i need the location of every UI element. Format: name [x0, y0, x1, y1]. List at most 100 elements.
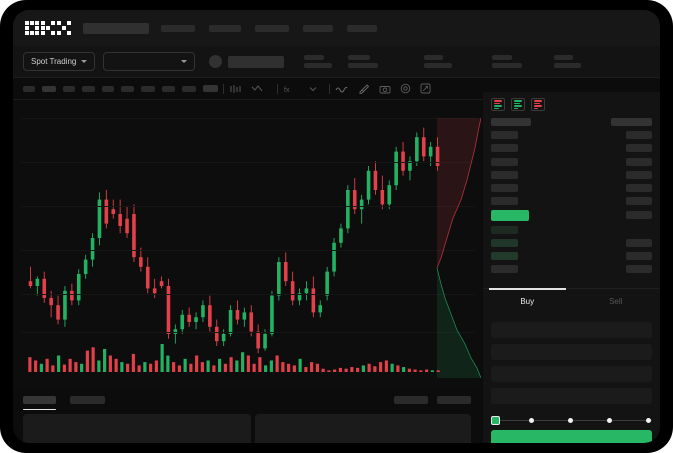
active-tab-underline	[23, 408, 56, 410]
order-field-2[interactable]	[491, 366, 652, 382]
orderbook-size-cell	[626, 238, 652, 247]
bottom-tab-label	[23, 396, 56, 404]
ticker-stat-label	[304, 55, 325, 60]
timeframe-button-0[interactable]	[23, 85, 35, 92]
slider-step-dot[interactable]	[646, 417, 651, 423]
slider-step-dot[interactable]	[607, 417, 612, 423]
orderbook-price-cell	[491, 157, 518, 166]
order-form-fields	[483, 316, 660, 410]
svg-text:fx: fx	[284, 87, 290, 94]
orderbook-size-cell	[626, 197, 652, 206]
nav-item-1[interactable]	[209, 24, 241, 32]
bottom-tab-0[interactable]	[23, 396, 56, 410]
chevron-down-icon	[181, 60, 188, 63]
slider-step-dot[interactable]	[529, 417, 534, 423]
orderbook-rows	[483, 115, 660, 274]
okx-logo-icon[interactable]	[25, 21, 71, 35]
orderbook-price-cell	[491, 131, 518, 140]
fullscreen-icon[interactable]	[420, 83, 431, 94]
order-field-1[interactable]	[491, 344, 652, 360]
order-field-3[interactable]	[491, 388, 652, 404]
ticker-stat-value	[492, 63, 523, 68]
active-tab-underline	[489, 288, 566, 290]
tab-buy[interactable]: Buy	[483, 288, 572, 314]
toolbar-divider	[277, 83, 278, 94]
submit-order-button[interactable]	[491, 430, 652, 443]
timeframe-button-5[interactable]	[121, 85, 134, 92]
bottom-tab-label	[70, 396, 105, 404]
indicators-icon[interactable]: fx	[283, 84, 296, 94]
timeframe-button-3[interactable]	[82, 85, 95, 92]
timeframe-button-2[interactable]	[63, 85, 75, 92]
orderbook-row[interactable]	[491, 183, 652, 193]
candlestick-series	[28, 127, 440, 354]
toolbar-divider	[329, 83, 330, 94]
snapshot-icon[interactable]	[379, 84, 391, 94]
ticker-stat-value	[554, 63, 582, 68]
bottom-tab-1[interactable]	[70, 396, 105, 404]
pair-selector[interactable]	[103, 52, 196, 71]
bottom-action-1[interactable]	[437, 396, 471, 404]
orderbook-row[interactable]	[491, 157, 652, 167]
amount-slider[interactable]	[491, 414, 652, 426]
chart-toolbar: fx	[13, 78, 660, 100]
pair-label	[228, 55, 285, 68]
orderbook-mode-asks-icon[interactable]	[531, 98, 545, 111]
timeframe-button-7[interactable]	[162, 85, 175, 92]
orderbook-price-cell	[491, 197, 518, 206]
orderbook-mode-both-icon[interactable]	[491, 98, 505, 111]
bottom-panels	[13, 414, 481, 443]
timeframe-button-9[interactable]	[203, 85, 218, 92]
toolbar-divider	[223, 83, 224, 94]
nav-item-3[interactable]	[303, 24, 333, 32]
orderbook-size-cell	[626, 183, 652, 192]
ticker-bar: Spot Trading	[13, 46, 660, 78]
orderbook-row[interactable]	[491, 225, 652, 235]
orderbook-price-cell	[491, 170, 518, 179]
orderbook-size-cell	[626, 157, 652, 166]
orderbook-mode-bids-icon[interactable]	[511, 98, 525, 111]
timeframe-group	[23, 85, 218, 92]
orderbook-row[interactable]	[491, 238, 652, 248]
timeframe-button-4[interactable]	[102, 85, 114, 92]
candlestick-type-icon[interactable]	[229, 84, 241, 94]
line-chart-icon[interactable]	[335, 84, 348, 94]
ticker-stat-label	[424, 55, 444, 60]
drawing-tools-icon[interactable]	[358, 83, 370, 94]
orderbook-row[interactable]	[491, 196, 652, 206]
timeframe-button-6[interactable]	[141, 85, 155, 92]
chart-style-icon[interactable]	[251, 84, 263, 94]
orderbook-row[interactable]	[491, 130, 652, 140]
order-field-0[interactable]	[491, 322, 652, 338]
bottom-panel-0[interactable]	[23, 414, 251, 443]
coin-avatar-icon	[209, 55, 223, 68]
orderbook-row[interactable]	[491, 170, 652, 180]
compare-icon[interactable]	[308, 84, 318, 94]
orderbook-row[interactable]	[491, 264, 652, 274]
orderbook-spread-row[interactable]	[491, 209, 652, 221]
chart-settings-icon[interactable]	[400, 83, 411, 94]
ticker-stat-0	[304, 55, 333, 68]
search-input[interactable]	[83, 22, 149, 34]
bottom-action-0[interactable]	[394, 396, 428, 404]
orderbook-row[interactable]	[491, 251, 652, 261]
nav-item-4[interactable]	[347, 24, 377, 32]
ticker-stat-1	[348, 55, 379, 68]
chevron-down-icon	[81, 60, 88, 63]
ticker-stat-label	[492, 55, 513, 60]
slider-step-dot[interactable]	[568, 417, 573, 423]
market-type-selector[interactable]: Spot Trading	[23, 52, 96, 71]
orderbook-mode-buttons	[483, 92, 660, 115]
nav-item-2[interactable]	[255, 24, 289, 32]
orderbook-row[interactable]	[491, 143, 652, 153]
bottom-panel-1[interactable]	[255, 414, 471, 443]
orderbook-price-cell	[491, 238, 518, 247]
slider-handle[interactable]	[491, 415, 500, 425]
timeframe-button-1[interactable]	[42, 85, 56, 92]
tab-sell[interactable]: Sell	[572, 289, 661, 314]
orderbook-header-left	[491, 118, 531, 126]
nav-item-0[interactable]	[161, 24, 195, 32]
market-type-label: Spot Trading	[31, 57, 77, 66]
timeframe-button-8[interactable]	[182, 85, 196, 92]
orderbook-last-price	[491, 209, 529, 221]
